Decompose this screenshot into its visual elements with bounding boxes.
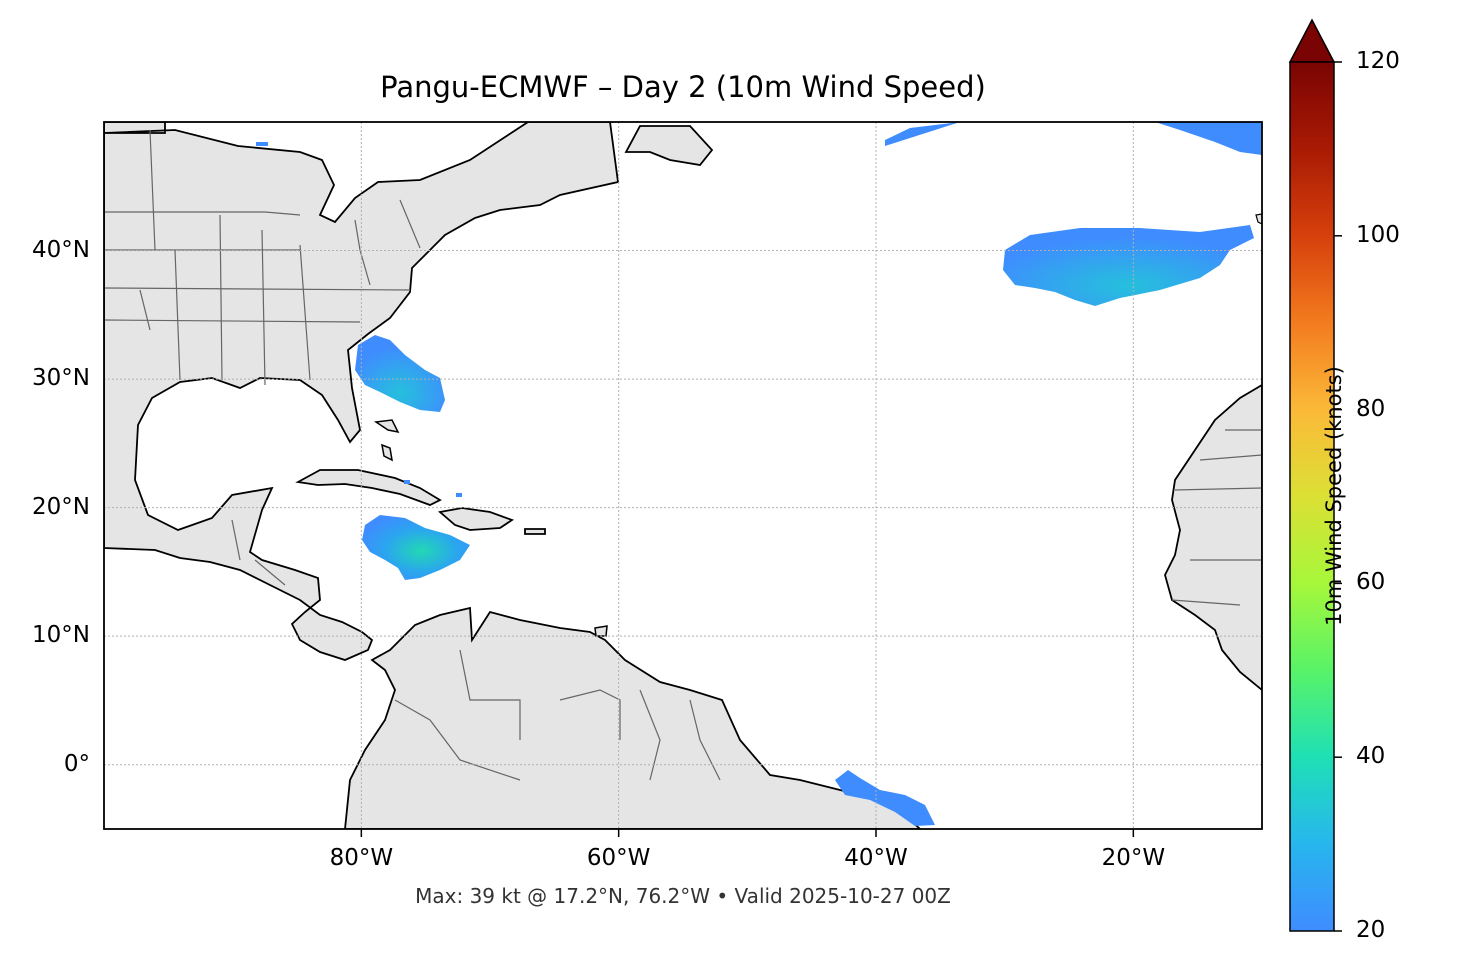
- land-cuba: [295, 469, 442, 506]
- map-frame: [103, 121, 1263, 830]
- land-newfoundland: [624, 125, 714, 166]
- colorbar-tick-label: 40: [1356, 743, 1386, 770]
- colorbar-tick-marks: [1334, 61, 1342, 932]
- land-hispaniola: [437, 507, 514, 531]
- wind-patch-small-2: [456, 493, 462, 497]
- colorbar-label: 10m Wind Speed (knots): [1322, 366, 1346, 626]
- map-area: [104, 122, 1262, 829]
- wind-patch-caribbean: [362, 515, 470, 580]
- y-tick-label: 30°N: [32, 365, 90, 392]
- x-tick-label: 40°W: [844, 845, 908, 871]
- wind-patch-small-1: [256, 142, 268, 146]
- x-tick-label: 20°W: [1101, 845, 1166, 871]
- colorbar-tick-label: 60: [1356, 569, 1386, 596]
- map-title: Pangu-ECMWF – Day 2 (10m Wind Speed): [380, 70, 986, 104]
- wind-patch-north-atlantic-east: [1155, 122, 1262, 155]
- wind-patch-small-3: [404, 480, 410, 484]
- y-tick-label: 40°N: [32, 236, 90, 263]
- land-africa: [1164, 383, 1262, 692]
- political-borders: [104, 129, 1262, 781]
- wind-speed-field: [256, 122, 1262, 826]
- y-tick-label: 0°: [63, 750, 90, 777]
- colorbar-extend-arrow: [1288, 18, 1336, 63]
- land-south-america: [344, 606, 922, 829]
- land-puerto-rico: [524, 528, 546, 535]
- gridlines: [104, 122, 1262, 829]
- wind-patch-north-atlantic-west: [885, 122, 960, 146]
- land-bahamas: [373, 419, 400, 462]
- colorbar-tick-label: 100: [1356, 221, 1400, 248]
- x-tick-label: 60°W: [586, 845, 651, 871]
- wind-patch-equatorial: [835, 770, 935, 826]
- map-tick-marks: [360, 829, 1135, 837]
- wind-patch-florida: [355, 335, 445, 412]
- colorbar-tick-label: 80: [1356, 395, 1386, 422]
- max-wind-footer: Max: 39 kt @ 17.2°N, 76.2°W • Valid 2025…: [415, 884, 951, 908]
- colorbar-gradient: [1289, 61, 1335, 932]
- wind-patch-mid-atlantic: [1003, 225, 1254, 306]
- y-tick-label: 20°N: [32, 493, 90, 520]
- y-tick-label: 10°N: [32, 622, 90, 649]
- x-tick-label: 80°W: [329, 845, 394, 871]
- colorbar-tick-label: 120: [1356, 48, 1400, 74]
- colorbar: [1288, 18, 1342, 932]
- land-canary-islands: [1255, 213, 1262, 225]
- colorbar-tick-label: 20: [1356, 917, 1386, 943]
- land-trinidad: [594, 625, 608, 637]
